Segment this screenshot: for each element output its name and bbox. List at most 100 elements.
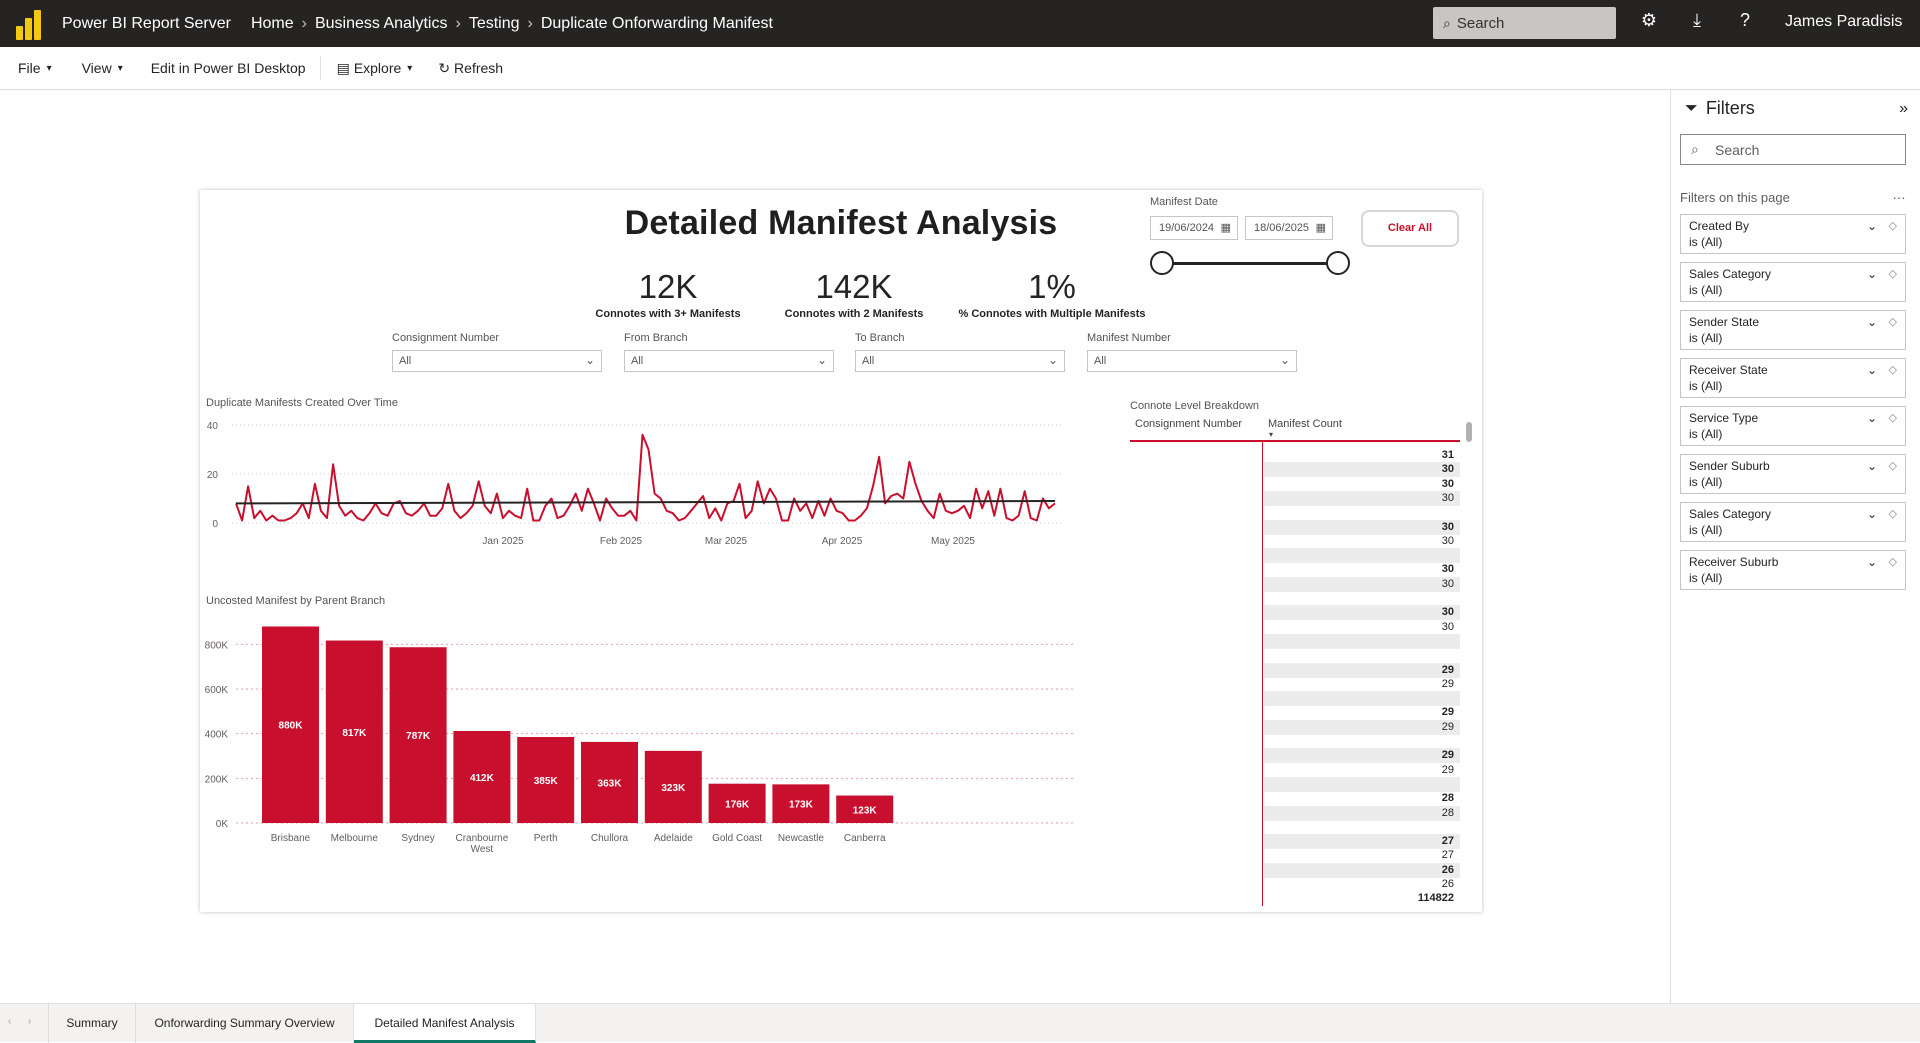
table-row[interactable]: 27 — [1441, 849, 1454, 862]
table-row[interactable] — [1264, 648, 1460, 663]
chevron-down-icon[interactable]: ⌄ — [1866, 507, 1877, 521]
view-menu[interactable]: View ▾ — [82, 60, 123, 76]
table-row[interactable]: 27 — [1264, 834, 1460, 850]
table-row[interactable] — [1264, 505, 1460, 520]
help-icon[interactable]: ? — [1739, 10, 1750, 30]
chevron-down-icon[interactable]: ⌄ — [1866, 219, 1877, 233]
slider-start-handle[interactable] — [1150, 251, 1174, 275]
table-row[interactable]: 29 — [1441, 706, 1454, 719]
filter-card[interactable]: Receiver State is (All) ⌄ ◇ — [1680, 358, 1906, 398]
slicer-dropdown[interactable]: All ⌄ — [1087, 350, 1297, 372]
gear-icon[interactable]: ⚙ — [1640, 10, 1658, 30]
chevron-down-icon[interactable]: ⌄ — [1866, 411, 1877, 425]
table-row[interactable] — [1264, 734, 1460, 749]
x-category-label: Adelaide — [654, 833, 693, 844]
filter-card[interactable]: Created By is (All) ⌄ ◇ — [1680, 214, 1906, 254]
global-search-input[interactable]: ⌕ Search — [1433, 7, 1616, 39]
eraser-icon[interactable]: ◇ — [1888, 412, 1897, 424]
table-row[interactable]: 30 — [1441, 477, 1454, 490]
calendar-icon[interactable]: ▦ — [1220, 222, 1231, 234]
column-header-consignment[interactable]: Consignment Number — [1135, 418, 1242, 430]
table-row[interactable]: 30 — [1264, 462, 1460, 478]
breadcrumb-business-analytics[interactable]: Business Analytics — [314, 14, 448, 32]
table-row[interactable]: 30 — [1264, 576, 1460, 592]
table-row[interactable] — [1264, 633, 1460, 649]
table-row[interactable] — [1264, 548, 1460, 564]
tab-scroll-right-icon[interactable]: › — [28, 1016, 32, 1027]
eraser-icon[interactable]: ◇ — [1888, 460, 1897, 472]
filter-card[interactable]: Receiver Suburb is (All) ⌄ ◇ — [1680, 550, 1906, 590]
slider-end-handle[interactable] — [1326, 251, 1350, 275]
line-chart[interactable]: 0 20 40 Jan 2025 Feb 2025 Mar 2025 Apr 2025 May… — [200, 410, 1080, 585]
date-range-slider[interactable] — [1162, 262, 1337, 265]
file-menu[interactable]: File ▾ — [18, 60, 52, 76]
chevron-down-icon[interactable]: ⌄ — [1866, 363, 1877, 377]
eraser-icon[interactable]: ◇ — [1888, 316, 1897, 328]
tab-summary[interactable]: Summary — [48, 1004, 136, 1043]
table-row[interactable]: 30 — [1264, 605, 1460, 621]
slicer-dropdown[interactable]: All ⌄ — [855, 350, 1065, 372]
table-row[interactable]: 30 — [1441, 563, 1454, 576]
column-header-manifest-count[interactable]: Manifest Count — [1268, 418, 1342, 430]
more-options-icon[interactable]: … — [1892, 186, 1906, 202]
chevron-down-icon[interactable]: ⌄ — [1866, 459, 1877, 473]
table-row[interactable] — [1264, 591, 1460, 606]
power-bi-logo-icon[interactable] — [16, 8, 42, 40]
table-row[interactable]: 29 — [1441, 677, 1454, 690]
date-to-input[interactable]: 18/06/2025 ▦ — [1245, 216, 1333, 240]
y-tick-label: 600K — [205, 685, 229, 696]
filter-card[interactable]: Sales Category is (All) ⌄ ◇ — [1680, 502, 1906, 542]
slicer-dropdown[interactable]: All ⌄ — [624, 350, 834, 372]
breadcrumb-testing[interactable]: Testing — [468, 14, 520, 32]
table-row[interactable]: 28 — [1441, 792, 1454, 805]
explore-menu[interactable]: ▤ Explore ▾ — [337, 60, 413, 77]
table-row[interactable]: 31 — [1441, 449, 1454, 461]
eraser-icon[interactable]: ◇ — [1888, 508, 1897, 520]
table-row[interactable]: 28 — [1264, 805, 1460, 821]
eraser-icon[interactable]: ◇ — [1888, 556, 1897, 568]
clear-all-button[interactable]: Clear All — [1361, 210, 1459, 247]
table-row[interactable] — [1264, 820, 1460, 835]
eraser-icon[interactable]: ◇ — [1888, 364, 1897, 376]
table-row[interactable]: 26 — [1441, 878, 1454, 890]
filters-search-input[interactable]: ⌕ Search — [1680, 134, 1906, 165]
bar-chart[interactable]: 0K 200K 400K 600K 800K 880K Brisbane 817K Melbou… — [200, 610, 1080, 905]
table-row[interactable]: 30 — [1441, 620, 1454, 633]
filter-card[interactable]: Sales Category is (All) ⌄ ◇ — [1680, 262, 1906, 302]
tab-detailed-manifest-analysis[interactable]: Detailed Manifest Analysis — [354, 1004, 536, 1043]
app-title[interactable]: Power BI Report Server — [62, 14, 231, 32]
breadcrumb-home[interactable]: Home — [250, 14, 294, 32]
filter-card[interactable]: Sender Suburb is (All) ⌄ ◇ — [1680, 454, 1906, 494]
table-row[interactable]: 29 — [1441, 763, 1454, 776]
table-row[interactable]: 26 — [1264, 862, 1460, 878]
table-row[interactable]: 30 — [1441, 534, 1454, 547]
filter-card[interactable]: Service Type is (All) ⌄ ◇ — [1680, 406, 1906, 446]
table-row[interactable]: 29 — [1264, 662, 1460, 678]
eraser-icon[interactable]: ◇ — [1888, 268, 1897, 280]
table-row[interactable] — [1264, 776, 1460, 792]
download-icon[interactable]: ⤓ — [1693, 10, 1701, 30]
date-from-input[interactable]: 19/06/2024 ▦ — [1150, 216, 1238, 240]
chevron-down-icon[interactable]: ⌄ — [1866, 555, 1877, 569]
tab-scroll-left-icon[interactable]: ‹ — [8, 1016, 12, 1027]
table-scrollbar[interactable] — [1466, 422, 1472, 442]
user-name[interactable]: James Paradisis — [1785, 13, 1903, 30]
chevron-down-icon[interactable]: ⌄ — [1866, 315, 1877, 329]
tab-onforwarding-summary-overview[interactable]: Onforwarding Summary Overview — [136, 1004, 354, 1043]
table-row[interactable]: 29 — [1264, 719, 1460, 735]
table-row[interactable]: 30 — [1264, 490, 1460, 506]
edit-in-desktop-button[interactable]: Edit in Power BI Desktop — [151, 60, 306, 76]
calendar-icon[interactable]: ▦ — [1315, 222, 1326, 234]
table-row[interactable] — [1264, 691, 1460, 707]
report-title: Detailed Manifest Analysis — [624, 204, 1058, 242]
filter-card[interactable]: Sender State is (All) ⌄ ◇ — [1680, 310, 1906, 350]
collapse-pane-icon[interactable]: » — [1899, 100, 1908, 117]
table-row[interactable]: 29 — [1264, 748, 1460, 764]
report-toolbar: File ▾ View ▾ Edit in Power BI Desktop ▤ Ex… — [0, 47, 1920, 90]
eraser-icon[interactable]: ◇ — [1888, 220, 1897, 232]
refresh-button[interactable]: ↻ Refresh — [438, 60, 503, 77]
slicer-dropdown[interactable]: All ⌄ — [392, 350, 602, 372]
table-row[interactable]: 30 — [1264, 519, 1460, 535]
bar-data-label: 123K — [853, 805, 878, 816]
chevron-down-icon[interactable]: ⌄ — [1866, 267, 1877, 281]
